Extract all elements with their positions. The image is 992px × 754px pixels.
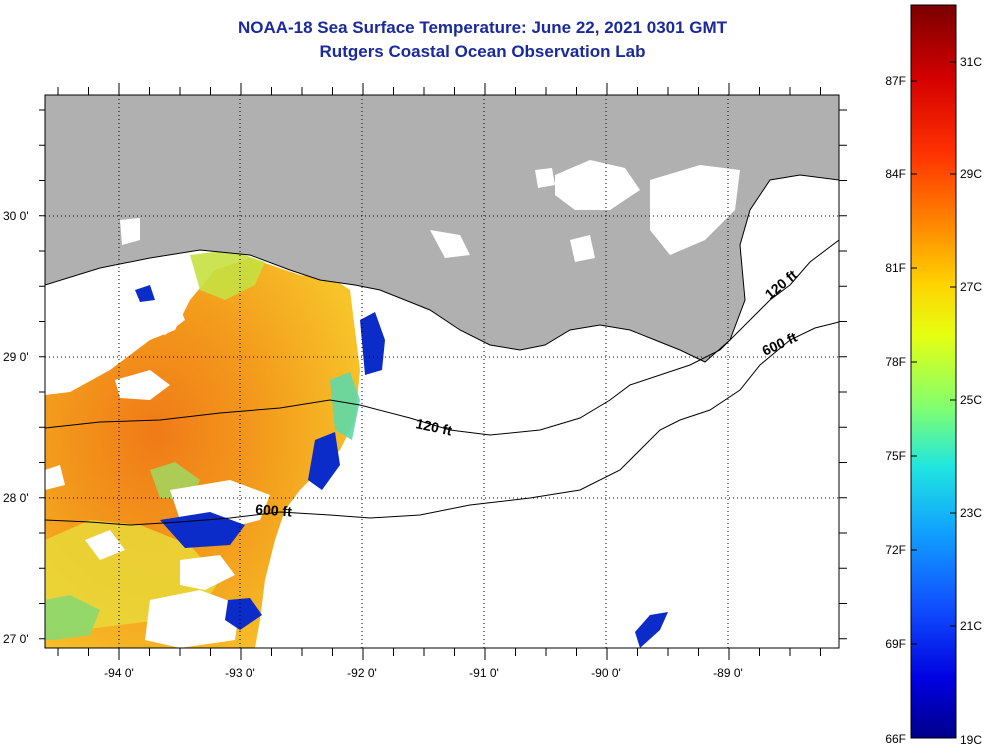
cb-c-label: 31C — [960, 55, 982, 69]
cb-c-label: 23C — [960, 506, 982, 520]
lon-label: -90 0' — [591, 666, 621, 680]
cb-f-label: 72F — [885, 543, 906, 557]
cb-c-label: 27C — [960, 280, 982, 294]
coastline — [45, 174, 839, 363]
contour-120ft — [45, 239, 839, 436]
cb-c-label: 19C — [960, 733, 982, 747]
cb-f-label: 87F — [885, 74, 906, 88]
lat-label: 27 0' — [3, 632, 29, 646]
map-frame — [44, 94, 840, 649]
axis-ticks — [39, 83, 847, 660]
colorbar — [910, 4, 957, 739]
contour-600ft — [45, 321, 839, 526]
lon-label: -93 0' — [225, 666, 255, 680]
lon-label: -89 0' — [713, 666, 743, 680]
cb-f-label: 69F — [885, 637, 906, 651]
grid — [45, 95, 839, 648]
map-title: NOAA-18 Sea Surface Temperature: June 22… — [237, 18, 728, 37]
cb-f-label: 66F — [885, 732, 906, 746]
cb-c-label: 21C — [960, 619, 982, 633]
sst-green-patch — [45, 595, 100, 640]
cb-f-label: 78F — [885, 355, 906, 369]
cb-c-label: 25C — [960, 393, 982, 407]
land-louisiana-texas — [45, 95, 839, 362]
sst-cool-north — [190, 250, 265, 300]
cb-f-label: 81F — [885, 261, 906, 275]
contour-label-600ft: 600 ft — [255, 501, 293, 520]
map-subtitle: Rutgers Coastal Ocean Observation Lab — [319, 42, 646, 61]
lon-label: -94 0' — [104, 666, 134, 680]
cb-f-label: 84F — [885, 167, 906, 181]
lat-label: 30 0' — [3, 209, 29, 223]
lat-label: 28 0' — [3, 491, 29, 505]
cb-c-label: 29C — [960, 167, 982, 181]
lon-label: -91 0' — [469, 666, 499, 680]
lon-label: -92 0' — [347, 666, 377, 680]
colorbar-ticks — [911, 61, 956, 645]
contour-label-120ft: 120 ft — [414, 415, 453, 438]
cb-f-label: 75F — [885, 449, 906, 463]
sst-cyan-patch — [330, 372, 360, 440]
inland-lakes — [120, 160, 740, 262]
lat-label: 29 0' — [3, 350, 29, 364]
